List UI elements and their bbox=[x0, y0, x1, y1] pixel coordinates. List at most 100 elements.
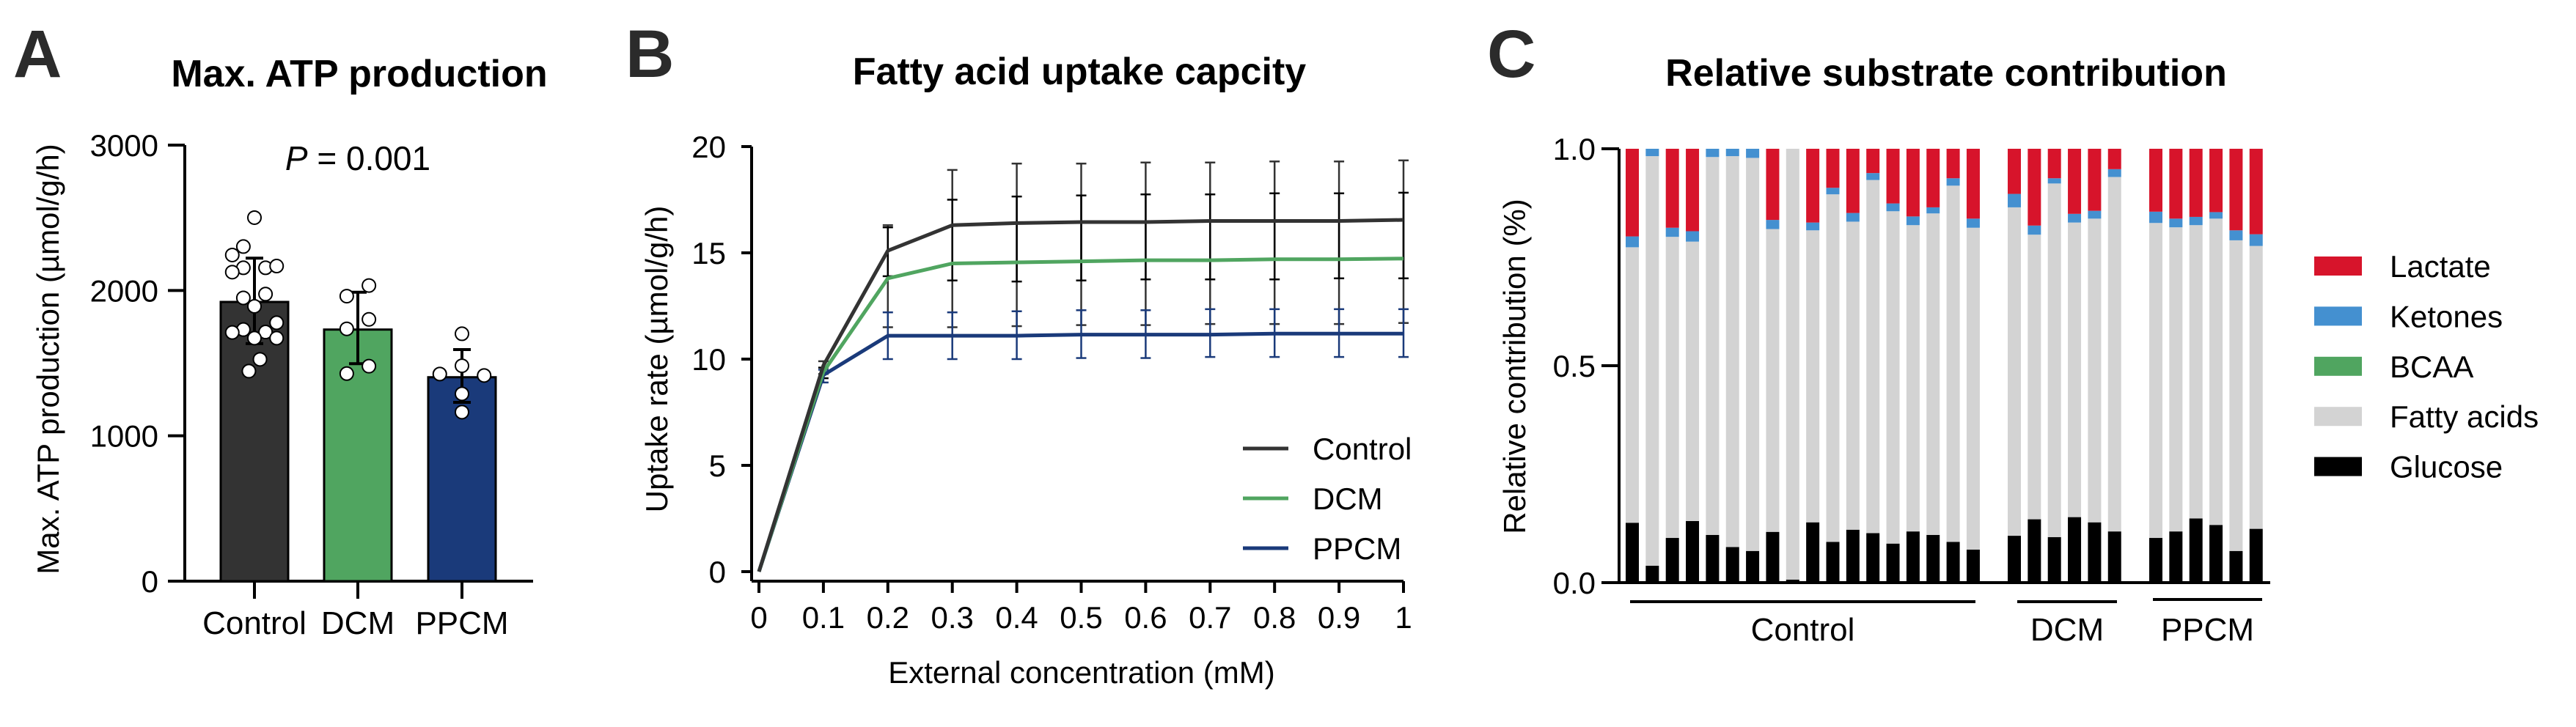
group-label-ppcm: PPCM bbox=[2161, 612, 2254, 648]
data-point bbox=[362, 358, 377, 374]
data-point bbox=[269, 331, 285, 346]
bar-segment-fatty-acids bbox=[2028, 235, 2041, 520]
panel-c-tick-labels: 0.0 0.5 1.0 bbox=[1553, 132, 1596, 600]
bar-segment-glucose bbox=[1806, 522, 1820, 583]
bar-segment-fatty-acids bbox=[2149, 223, 2162, 539]
x-tick-label: PPCM bbox=[415, 605, 508, 641]
bar-segment-fatty-acids bbox=[1626, 247, 1639, 523]
bar-segment-fatty-acids bbox=[2249, 246, 2263, 529]
data-point bbox=[432, 366, 447, 382]
y-tick-label: 2000 bbox=[90, 273, 158, 308]
bar-segment-lactate bbox=[2189, 149, 2203, 217]
data-point bbox=[455, 386, 469, 402]
bar-segment-ketones bbox=[1846, 213, 1860, 222]
bar-segment-ketones bbox=[1665, 227, 1679, 237]
bar-segment-lactate bbox=[1926, 149, 1940, 207]
bar-segment-ketones bbox=[1906, 216, 1920, 226]
panel-b-letter: B bbox=[625, 17, 674, 92]
stacked-bar bbox=[1966, 149, 1980, 583]
bar-segment-fatty-acids bbox=[2047, 183, 2061, 537]
stacked-bar bbox=[2169, 149, 2183, 583]
bar-segment-ketones bbox=[1826, 188, 1840, 195]
bar-segment-glucose bbox=[1645, 565, 1659, 583]
bar-segment-ketones bbox=[2107, 169, 2121, 177]
pvalue-symbol: P bbox=[285, 139, 308, 177]
data-point bbox=[247, 298, 262, 314]
legend-swatch-ketones bbox=[2314, 306, 2362, 326]
bar-segment-lactate bbox=[1665, 149, 1679, 228]
y-tick-label: 0.0 bbox=[1553, 566, 1596, 600]
x-tick-label: 0.1 bbox=[802, 600, 845, 635]
stacked-bar bbox=[1725, 149, 1739, 583]
data-point bbox=[455, 405, 469, 420]
bar-segment-glucose bbox=[1786, 579, 1799, 583]
stacked-bar bbox=[2249, 149, 2263, 583]
bar-segment-ketones bbox=[1626, 236, 1639, 248]
y-tick-label: 15 bbox=[691, 236, 726, 270]
data-point bbox=[235, 290, 251, 306]
data-point bbox=[269, 315, 285, 331]
panel-b-title: Fatty acid uptake capcity bbox=[853, 51, 1307, 93]
bar-segment-fatty-acids bbox=[2189, 225, 2203, 519]
series-line-ppcm bbox=[757, 331, 1403, 572]
series-line-dcm bbox=[757, 257, 1404, 572]
bar-segment-ketones bbox=[2028, 225, 2041, 235]
data-point bbox=[362, 278, 377, 293]
bar-segment-ketones bbox=[2169, 218, 2183, 228]
panel-c: C Relative substrate contribution Relati… bbox=[1487, 17, 2539, 648]
data-point bbox=[269, 259, 285, 274]
data-point bbox=[258, 287, 274, 302]
bar-segment-ketones bbox=[1886, 203, 1900, 212]
bar-segment-glucose bbox=[1746, 550, 1760, 583]
bar-segment-ketones bbox=[1806, 222, 1820, 231]
bar-segment-lactate bbox=[1806, 149, 1820, 223]
bar-segment-lactate bbox=[2088, 149, 2102, 211]
legend-label-ppcm: PPCM bbox=[1313, 531, 1401, 566]
stacked-bar bbox=[2088, 149, 2102, 583]
y-tick-label: 1000 bbox=[90, 419, 158, 454]
bar-segment-glucose bbox=[1926, 534, 1940, 583]
stacked-bar bbox=[1866, 149, 1880, 583]
panel-a-pvalue: P = 0.001 bbox=[285, 139, 430, 177]
y-tick-label: 3000 bbox=[90, 128, 158, 163]
bar-segment-fatty-acids bbox=[1686, 241, 1700, 521]
legend-swatch-bcaa bbox=[2314, 356, 2362, 376]
bar-segment-lactate bbox=[1906, 149, 1920, 217]
x-tick-label: 0.6 bbox=[1124, 600, 1167, 635]
data-point bbox=[339, 366, 354, 381]
stacked-bar bbox=[1786, 149, 1799, 583]
data-point bbox=[339, 321, 354, 336]
panel-c-bars bbox=[1626, 149, 2263, 583]
bar-segment-ketones bbox=[1645, 149, 1659, 157]
data-point bbox=[247, 331, 262, 346]
panel-b-lines bbox=[757, 218, 1404, 572]
stacked-bar bbox=[2008, 149, 2021, 583]
bar-segment-ketones bbox=[1926, 207, 1940, 214]
bar-segment-glucose bbox=[1706, 534, 1720, 583]
legend-label-fatty-acids: Fatty acids bbox=[2390, 399, 2539, 434]
bar-segment-glucose bbox=[1725, 547, 1739, 583]
x-tick-label: 0.5 bbox=[1060, 600, 1102, 635]
bar-segment-fatty-acids bbox=[1806, 230, 1820, 523]
data-point bbox=[455, 358, 469, 374]
bar-segment-glucose bbox=[1686, 520, 1700, 583]
series-line-control bbox=[757, 218, 1404, 572]
panel-a: A Max. ATP production Max. ATP productio… bbox=[13, 17, 548, 641]
legend-label-bcaa: BCAA bbox=[2390, 350, 2473, 384]
data-point bbox=[241, 364, 257, 379]
bar-segment-glucose bbox=[1626, 523, 1639, 583]
stacked-bar bbox=[1886, 149, 1900, 583]
bar-segment-ketones bbox=[1725, 149, 1739, 157]
x-tick-label: 1 bbox=[1395, 600, 1412, 635]
panel-b-legend: Control DCM PPCM bbox=[1243, 432, 1412, 566]
bar-segment-glucose bbox=[1946, 542, 1960, 583]
panel-b-tick-labels: 0 5 10 15 20 0 0.1 0.2 0.3 0.4 0.5 0.6 0.7 0.8 0.9 1 bbox=[691, 130, 1412, 635]
bar-segment-lactate bbox=[1846, 149, 1860, 213]
data-point bbox=[235, 239, 251, 254]
stacked-bar bbox=[1746, 149, 1760, 583]
panel-c-letter: C bbox=[1487, 17, 1535, 92]
bar-segment-fatty-acids bbox=[1766, 229, 1780, 532]
panel-b-xlabel: External concentration (mM) bbox=[888, 655, 1275, 690]
bar-segment-fatty-acids bbox=[2209, 218, 2223, 525]
bar-segment-glucose bbox=[1966, 550, 1980, 583]
